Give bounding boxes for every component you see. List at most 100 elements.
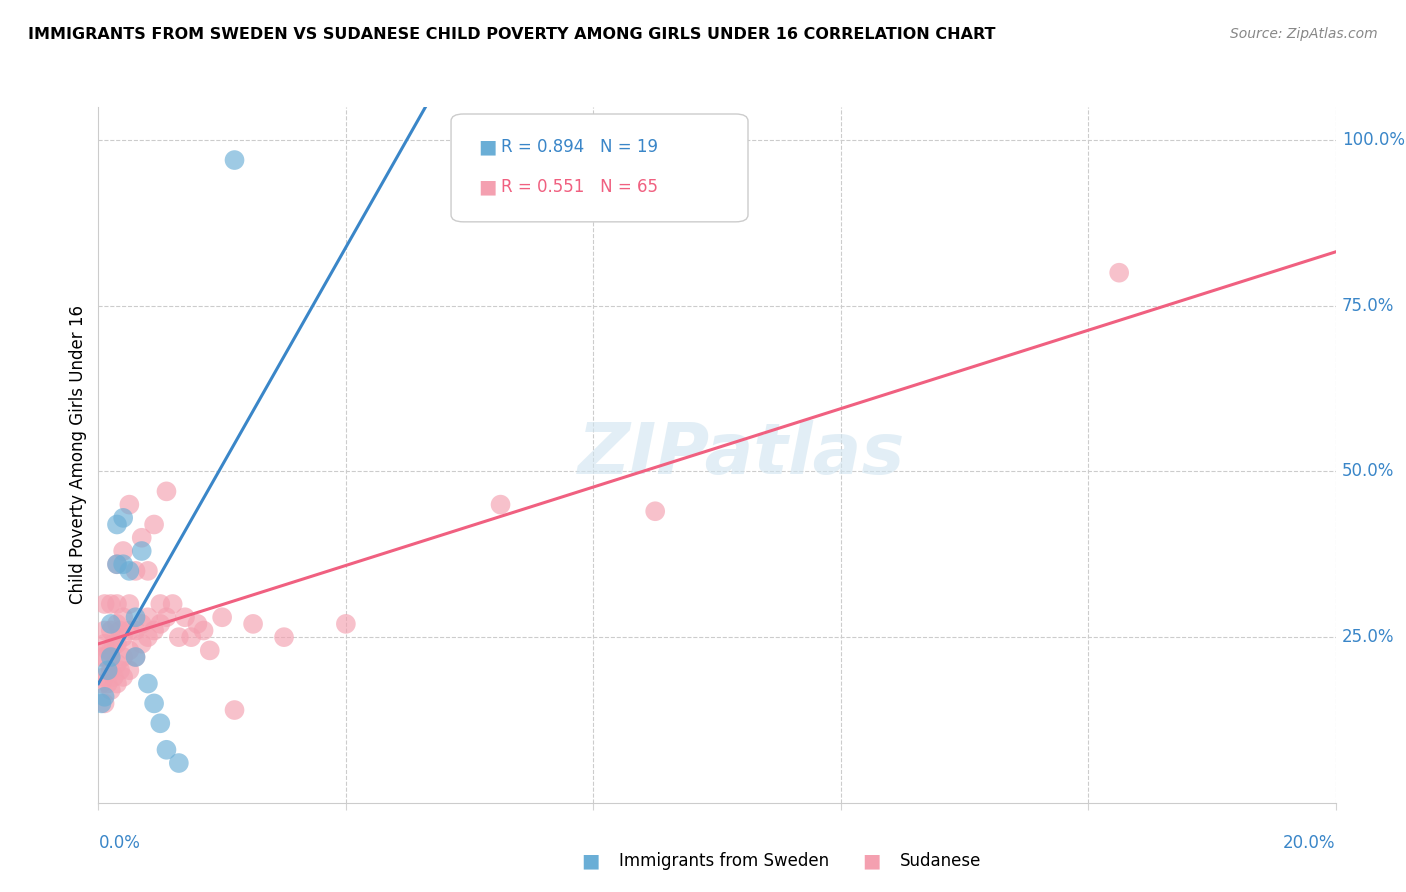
Text: Source: ZipAtlas.com: Source: ZipAtlas.com — [1230, 27, 1378, 41]
Point — [93, 690, 115, 704]
Text: R = 0.551   N = 65: R = 0.551 N = 65 — [501, 178, 658, 196]
Point — [162, 597, 184, 611]
Text: Sudanese: Sudanese — [900, 852, 981, 870]
Point — [100, 616, 122, 631]
Point — [149, 616, 172, 631]
Point — [93, 697, 115, 711]
Point — [124, 624, 146, 638]
Point — [112, 670, 135, 684]
Point — [143, 624, 166, 638]
Point — [118, 663, 141, 677]
Point — [97, 663, 120, 677]
Point — [335, 616, 357, 631]
Point — [112, 558, 135, 572]
Point — [124, 650, 146, 665]
Point — [108, 624, 131, 638]
Text: 100.0%: 100.0% — [1341, 131, 1405, 149]
Text: R = 0.894   N = 19: R = 0.894 N = 19 — [501, 137, 658, 156]
Text: 0.0%: 0.0% — [98, 834, 141, 852]
Point — [180, 630, 202, 644]
Point — [90, 650, 112, 665]
Point — [118, 498, 141, 512]
Text: Immigrants from Sweden: Immigrants from Sweden — [619, 852, 828, 870]
Point — [100, 643, 122, 657]
Point — [105, 597, 128, 611]
Point — [136, 630, 159, 644]
Point — [97, 643, 120, 657]
Point — [118, 564, 141, 578]
Text: 75.0%: 75.0% — [1341, 297, 1395, 315]
Point — [112, 650, 135, 665]
Point — [93, 650, 115, 665]
Point — [224, 703, 246, 717]
Point — [105, 558, 128, 572]
Point — [211, 610, 233, 624]
Point — [93, 637, 115, 651]
Point — [136, 564, 159, 578]
Point — [143, 517, 166, 532]
Point — [131, 616, 153, 631]
Point — [112, 630, 135, 644]
Y-axis label: Child Poverty Among Girls Under 16: Child Poverty Among Girls Under 16 — [69, 305, 87, 605]
Point — [131, 637, 153, 651]
FancyBboxPatch shape — [451, 114, 748, 222]
Point — [186, 616, 208, 631]
Point — [174, 610, 197, 624]
Text: 20.0%: 20.0% — [1284, 834, 1336, 852]
Point — [124, 650, 146, 665]
Point — [155, 484, 177, 499]
Point — [97, 676, 120, 690]
Point — [193, 624, 215, 638]
Point — [118, 643, 141, 657]
Point — [112, 610, 135, 624]
Point — [224, 153, 246, 167]
Point — [155, 743, 177, 757]
Point — [143, 697, 166, 711]
Point — [124, 564, 146, 578]
Point — [118, 597, 141, 611]
Point — [112, 511, 135, 525]
Point — [136, 610, 159, 624]
Point — [136, 676, 159, 690]
Point — [105, 517, 128, 532]
Text: ■: ■ — [581, 851, 600, 871]
Point — [242, 616, 264, 631]
Point — [155, 610, 177, 624]
Point — [100, 663, 122, 677]
Point — [105, 558, 128, 572]
Point — [198, 643, 221, 657]
Point — [90, 676, 112, 690]
Point — [100, 650, 122, 665]
Point — [118, 624, 141, 638]
Point — [103, 637, 125, 651]
Point — [167, 756, 190, 770]
Point — [149, 716, 172, 731]
Point — [273, 630, 295, 644]
Point — [93, 670, 115, 684]
Point — [489, 498, 512, 512]
Point — [105, 637, 128, 651]
Text: ZIPatlas: ZIPatlas — [578, 420, 905, 490]
Point — [131, 531, 153, 545]
Point — [112, 544, 135, 558]
Point — [105, 657, 128, 671]
Point — [105, 676, 128, 690]
Point — [1108, 266, 1130, 280]
Point — [644, 504, 666, 518]
Text: 25.0%: 25.0% — [1341, 628, 1395, 646]
Point — [105, 616, 128, 631]
Point — [93, 624, 115, 638]
Text: ■: ■ — [478, 178, 496, 196]
Point — [103, 670, 125, 684]
Point — [93, 597, 115, 611]
Point — [131, 544, 153, 558]
Text: ■: ■ — [478, 137, 496, 156]
Point — [108, 663, 131, 677]
Point — [100, 624, 122, 638]
Point — [100, 683, 122, 698]
Point — [124, 610, 146, 624]
Point — [100, 597, 122, 611]
Point — [167, 630, 190, 644]
Point — [149, 597, 172, 611]
Text: 50.0%: 50.0% — [1341, 462, 1395, 481]
